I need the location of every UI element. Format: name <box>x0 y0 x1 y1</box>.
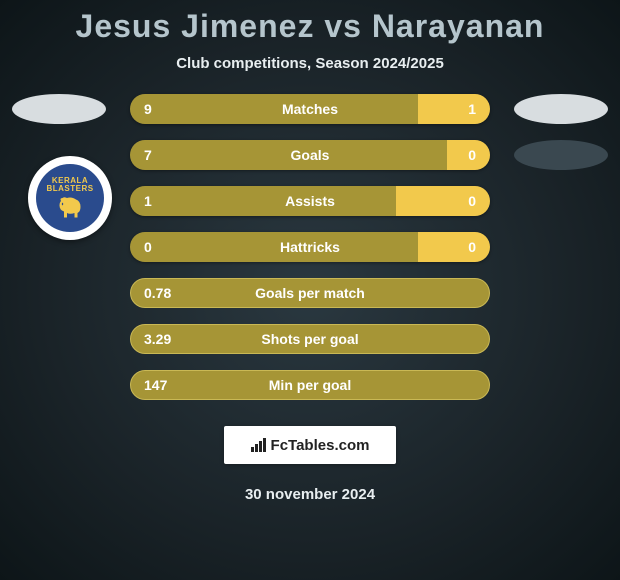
stat-bar-right <box>418 94 490 124</box>
stat-value-left: 147 <box>144 377 167 393</box>
stat-value-left: 1 <box>144 193 152 209</box>
brand-logo-text: FcTables.com <box>271 437 370 454</box>
club-badge: KERALA BLASTERS <box>28 156 112 240</box>
club-badge-inner: KERALA BLASTERS <box>36 164 104 232</box>
stat-label: Goals per match <box>255 285 365 301</box>
stat-row: 7 0 Goals <box>130 140 490 170</box>
stats-area: KERALA BLASTERS 9 1 Matches 7 0 Goals 1 0 Assist… <box>0 94 620 416</box>
stat-label: Goals <box>291 147 330 163</box>
stat-label: Min per goal <box>269 377 351 393</box>
infographic-container: Jesus Jimenez vs Narayanan Club competit… <box>0 0 620 580</box>
stat-row: 147 Min per goal <box>130 370 490 400</box>
stat-value-right: 0 <box>468 193 476 209</box>
stat-value-left: 0.78 <box>144 285 171 301</box>
stat-value-left: 9 <box>144 101 152 117</box>
chart-icon <box>251 438 267 452</box>
stat-value-left: 3.29 <box>144 331 171 347</box>
elephant-icon <box>55 195 85 219</box>
stat-value-right: 1 <box>468 101 476 117</box>
stat-row: 0 0 Hattricks <box>130 232 490 262</box>
stat-bar-left <box>130 186 396 216</box>
brand-logo-box: FcTables.com <box>224 426 396 464</box>
stat-label: Matches <box>282 101 338 117</box>
player-right-oval <box>514 94 608 124</box>
stat-value-right: 0 <box>468 239 476 255</box>
stat-row: 9 1 Matches <box>130 94 490 124</box>
stat-value-right: 0 <box>468 147 476 163</box>
stat-rows: 9 1 Matches 7 0 Goals 1 0 Assists 0 0 Hattricks 0.78… <box>130 94 490 416</box>
stat-value-left: 7 <box>144 147 152 163</box>
stat-label: Hattricks <box>280 239 340 255</box>
page-title: Jesus Jimenez vs Narayanan <box>76 8 545 45</box>
player-right-shadow-oval <box>514 140 608 170</box>
stat-bar-left <box>130 94 418 124</box>
stat-bar-left <box>130 232 418 262</box>
stat-row: 0.78 Goals per match <box>130 278 490 308</box>
stat-label: Shots per goal <box>261 331 358 347</box>
player-left-oval <box>12 94 106 124</box>
stat-value-left: 0 <box>144 239 152 255</box>
stat-bar-left <box>130 140 447 170</box>
stat-bar-right <box>418 232 490 262</box>
date-label: 30 november 2024 <box>245 486 375 503</box>
stat-row: 1 0 Assists <box>130 186 490 216</box>
subtitle: Club competitions, Season 2024/2025 <box>176 55 444 72</box>
club-badge-line2: BLASTERS <box>46 185 93 193</box>
brand-logo: FcTables.com <box>251 437 370 454</box>
stat-label: Assists <box>285 193 335 209</box>
stat-row: 3.29 Shots per goal <box>130 324 490 354</box>
